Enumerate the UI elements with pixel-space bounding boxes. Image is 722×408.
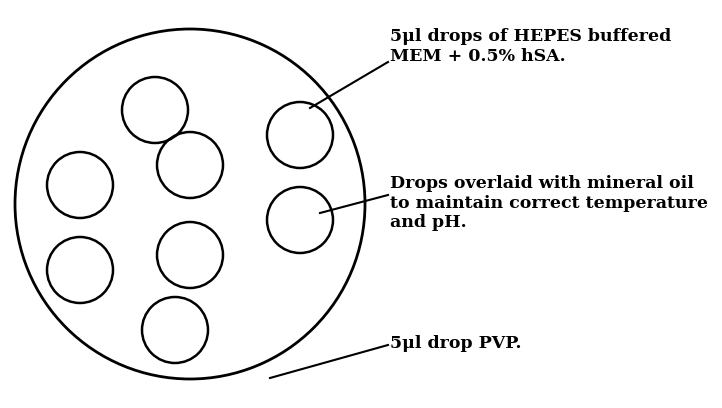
Text: Drops overlaid with mineral oil
to maintain correct temperature
and pH.: Drops overlaid with mineral oil to maint… <box>390 175 708 231</box>
Text: 5μl drop PVP.: 5μl drop PVP. <box>390 335 521 352</box>
Text: 5μl drops of HEPES buffered
MEM + 0.5% hSA.: 5μl drops of HEPES buffered MEM + 0.5% h… <box>390 28 671 64</box>
